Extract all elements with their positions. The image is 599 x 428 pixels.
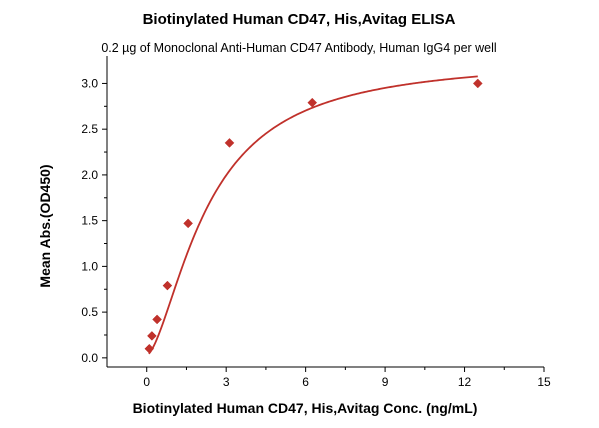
x-tick-label: 15: [537, 375, 551, 389]
data-point: [162, 280, 173, 291]
data-point: [144, 343, 155, 354]
data-point: [224, 138, 235, 148]
y-tick-label: 0.0: [81, 351, 98, 365]
y-tick-label: 3.0: [81, 76, 98, 90]
data-point: [147, 331, 157, 341]
y-tick-label: 2.0: [81, 168, 98, 182]
fit-curve-layer: [148, 75, 478, 355]
data-point: [307, 97, 318, 108]
x-axis-ticks: 0 3 6 9 12 15: [143, 367, 551, 389]
x-tick-label: 6: [302, 375, 309, 389]
y-axis-ticks: 0.0 0.5 1.0 1.5 2.0 2.5 3.0: [81, 76, 107, 365]
y-tick-label: 0.5: [81, 305, 98, 319]
y-tick-label: 2.5: [81, 122, 98, 136]
x-tick-label: 12: [458, 375, 472, 389]
plot-area: [107, 56, 544, 367]
x-axis-label: Biotinylated Human CD47, His,Avitag Conc…: [133, 400, 478, 416]
x-tick-label: 3: [223, 375, 230, 389]
y-axis-label: Mean Abs.(OD450): [37, 164, 53, 287]
x-tick-label: 0: [143, 375, 150, 389]
x-tick-label: 9: [382, 375, 389, 389]
data-point: [472, 78, 483, 89]
y-tick-label: 1.0: [81, 259, 98, 273]
data-points-layer: [144, 78, 483, 354]
chart-subtitle: 0.2 µg of Monoclonal Anti-Human CD47 Ant…: [101, 41, 496, 55]
fit-curve: [148, 75, 478, 355]
data-point: [183, 218, 193, 229]
chart-title: Biotinylated Human CD47, His,Avitag ELIS…: [143, 11, 456, 28]
y-tick-label: 1.5: [81, 214, 98, 228]
data-point: [152, 314, 162, 325]
